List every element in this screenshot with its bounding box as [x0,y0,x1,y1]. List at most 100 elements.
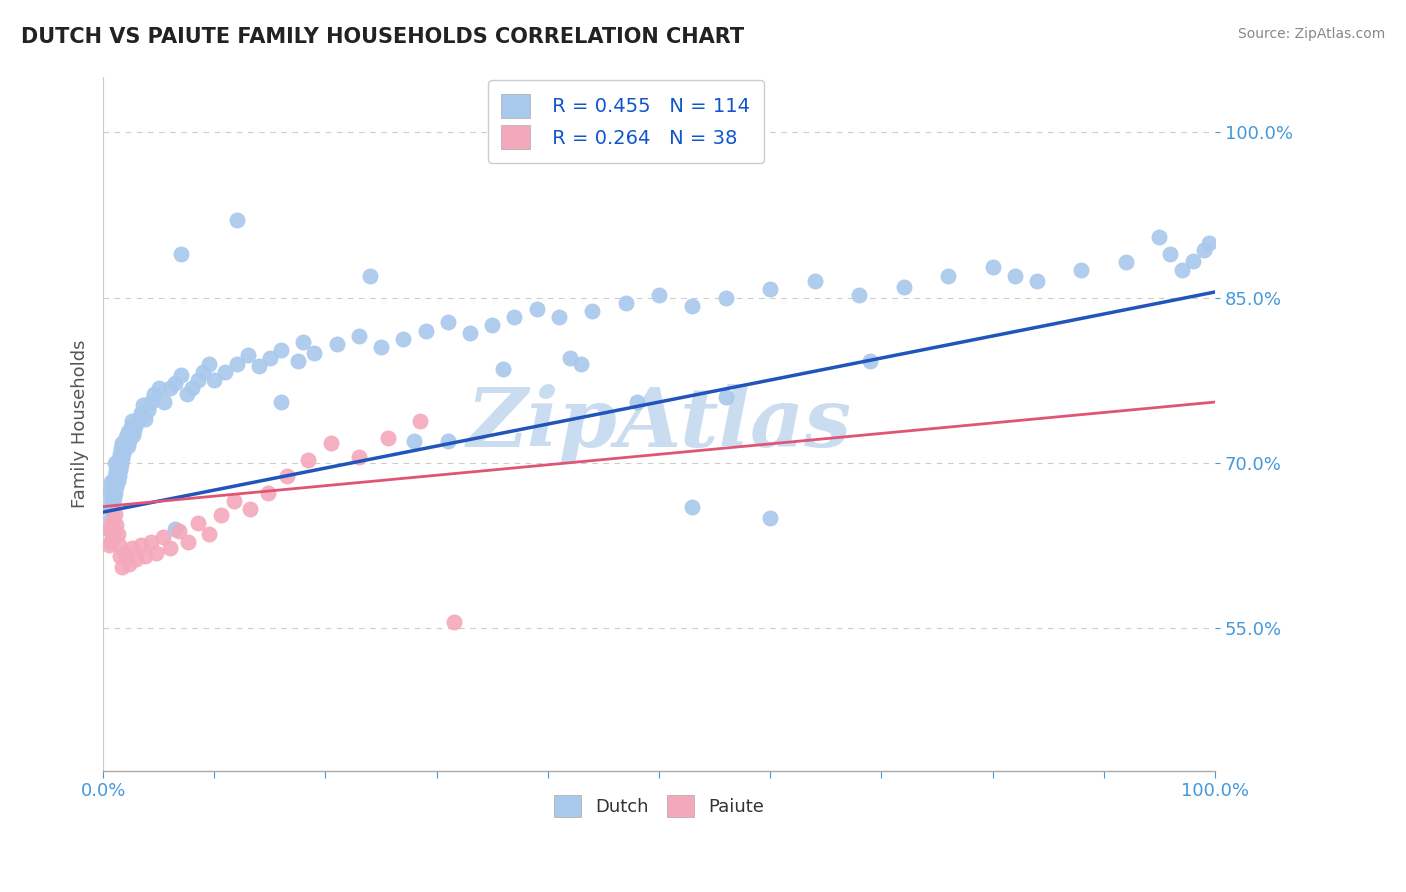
Point [176,387,198,401]
Point [101,496,124,510]
Point [121,541,143,556]
Point [111,435,134,450]
Point [134,411,156,425]
Point [197,527,219,541]
Point [526,301,548,316]
Point [103,491,125,505]
Point [492,362,515,376]
Point [247,359,270,373]
Text: DUTCH VS PAIUTE FAMILY HOUSEHOLDS CORRELATION CHART: DUTCH VS PAIUTE FAMILY HOUSEHOLDS CORREL… [21,27,744,46]
Point [681,500,703,514]
Point [148,381,170,395]
Point [125,417,148,431]
Point [1181,254,1204,268]
Point [128,411,150,425]
Point [112,442,135,456]
Point [117,425,139,439]
Point [503,310,526,325]
Point [259,351,281,365]
Point [1159,246,1181,260]
Point [347,450,370,464]
Legend: Dutch, Paiute: Dutch, Paiute [547,788,772,824]
Point [626,395,648,409]
Point [134,549,156,563]
Text: ZipAtlas: ZipAtlas [467,384,852,464]
Point [292,334,315,349]
Point [107,538,129,552]
Point [404,434,426,448]
Point [1115,255,1137,269]
Point [165,522,187,536]
Point [370,340,392,354]
Point [681,299,703,313]
Point [122,428,145,442]
Point [110,442,132,456]
Point [176,534,198,549]
Point [319,435,342,450]
Point [114,435,136,450]
Point [209,508,232,523]
Point [239,501,262,516]
Point [107,452,129,467]
Point [111,560,134,574]
Point [129,406,152,420]
Point [101,513,124,527]
Point [436,434,458,448]
Point [181,381,204,395]
Point [167,524,190,538]
Point [152,530,174,544]
Point [120,420,142,434]
Point [981,260,1004,274]
Point [443,615,465,629]
Point [101,486,124,500]
Point [193,365,215,379]
Point [392,332,415,346]
Point [581,303,603,318]
Point [759,510,782,524]
Point [125,552,148,566]
Point [1070,263,1092,277]
Point [97,522,120,536]
Point [893,279,915,293]
Point [98,483,121,497]
Point [714,291,737,305]
Point [121,414,143,428]
Point [107,458,129,472]
Point [359,268,381,283]
Point [1149,230,1171,244]
Point [108,463,131,477]
Point [256,486,278,500]
Point [118,428,141,442]
Point [187,516,209,530]
Point [107,468,129,483]
Point [409,414,432,428]
Point [117,439,139,453]
Point [107,527,129,541]
Point [197,357,219,371]
Point [759,282,782,296]
Point [170,246,193,260]
Point [159,541,181,556]
Point [558,351,581,365]
Point [287,354,309,368]
Point [132,398,155,412]
Point [112,447,135,461]
Point [276,468,298,483]
Point [105,480,128,494]
Point [118,557,141,571]
Point [187,373,209,387]
Point [100,534,122,549]
Point [98,500,121,514]
Point [170,368,193,382]
Point [104,468,127,483]
Point [159,381,181,395]
Point [714,390,737,404]
Point [139,534,162,549]
Point [614,296,637,310]
Point [136,402,159,417]
Point [104,486,127,500]
Point [105,518,128,533]
Point [848,288,870,302]
Point [548,310,571,325]
Point [118,434,141,448]
